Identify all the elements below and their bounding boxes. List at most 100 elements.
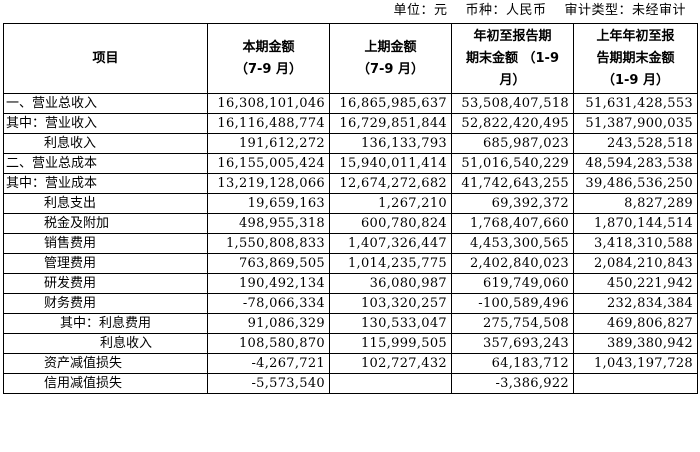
cell-previous-period: 130,533,047 (329, 313, 452, 334)
cell-current-period: 13,219,128,066 (207, 173, 330, 194)
cell-previous-period: 1,014,235,775 (329, 253, 452, 274)
cell-previous-ytd (573, 373, 698, 394)
table-row: 研发费用 190,492,134 36,080,987 619,749,060 450,… (3, 273, 698, 294)
table-row: 利息收入 108,580,870 115,999,505 357,693,243 389… (3, 333, 698, 354)
cell-previous-ytd: 2,084,210,843 (573, 253, 698, 274)
cell-ytd: 357,693,243 (451, 333, 574, 354)
cell-previous-ytd: 3,418,310,588 (573, 233, 698, 254)
cell-current-period: -78,066,334 (207, 293, 330, 314)
table-row: 管理费用 763,869,505 1,014,235,775 2,402,840,02… (3, 253, 698, 274)
cell-current-period: 16,155,005,424 (207, 153, 330, 174)
row-label: 其中：营业收入 (3, 113, 208, 134)
row-label: 管理费用 (3, 253, 208, 274)
cell-ytd: 275,754,508 (451, 313, 574, 334)
table-row: 财务费用 -78,066,334 103,320,257 -100,589,496 23… (3, 293, 698, 314)
cell-ytd: 685,987,023 (451, 133, 574, 154)
cell-previous-ytd: 389,380,942 (573, 333, 698, 354)
cell-previous-ytd: 8,827,289 (573, 193, 698, 214)
cell-previous-ytd: 1,043,197,728 (573, 353, 698, 374)
table-row: 资产减值损失 -4,267,721 102,727,432 64,183,712 1,0… (3, 353, 698, 374)
cell-ytd: 1,768,407,660 (451, 213, 574, 234)
income-statement-table: 项目 本期金额 （7-9 月） 上期金额 （7-9 月） 年初至报告期 期末金额 （1… (3, 23, 698, 394)
cell-current-period: -4,267,721 (207, 353, 330, 374)
row-label: 利息收入 (3, 133, 208, 154)
cell-current-period: 91,086,329 (207, 313, 330, 334)
cell-previous-ytd: 450,221,942 (573, 273, 698, 294)
row-label: 税金及附加 (3, 213, 208, 234)
audit-type-label: 审计类型：未经审计 (564, 3, 686, 18)
table-row: 一、营业总收入 16,308,101,046 16,865,985,637 53,50… (3, 93, 698, 114)
cell-ytd: 41,742,643,255 (451, 173, 574, 194)
report-meta: 单位：元 币种：人民币 审计类型：未经审计 (393, 0, 686, 22)
cell-previous-ytd: 51,631,428,553 (573, 93, 698, 114)
cell-current-period: -5,573,540 (207, 373, 330, 394)
table-row: 其中：利息费用 91,086,329 130,533,047 275,754,508 4… (3, 313, 698, 334)
cell-ytd: 2,402,840,023 (451, 253, 574, 274)
cell-ytd: 619,749,060 (451, 273, 574, 294)
cell-previous-ytd: 1,870,144,514 (573, 213, 698, 234)
row-label: 二、营业总成本 (3, 153, 208, 174)
cell-previous-ytd: 469,806,827 (573, 313, 698, 334)
cell-current-period: 16,308,101,046 (207, 93, 330, 114)
row-label: 研发费用 (3, 273, 208, 294)
table-row: 信用减值损失 -5,573,540 -3,386,922 (3, 373, 698, 394)
cell-previous-ytd: 48,594,283,538 (573, 153, 698, 174)
header-item: 项目 (3, 23, 208, 94)
cell-previous-ytd: 243,528,518 (573, 133, 698, 154)
cell-ytd: 4,453,300,565 (451, 233, 574, 254)
cell-ytd: 52,822,420,495 (451, 113, 574, 134)
table-body: 一、营业总收入 16,308,101,046 16,865,985,637 53,50… (3, 93, 698, 394)
cell-current-period: 108,580,870 (207, 333, 330, 354)
cell-current-period: 1,550,808,833 (207, 233, 330, 254)
cell-previous-period: 1,407,326,447 (329, 233, 452, 254)
header-previous-period: 上期金额 （7-9 月） (329, 23, 452, 94)
table-row: 其中：营业成本 13,219,128,066 12,674,272,682 41,74… (3, 173, 698, 194)
header-previous-ytd: 上年年初至报 告期期末金额 （1-9 月） (573, 23, 698, 94)
table-row: 利息收入 191,612,272 136,133,793 685,987,023 243… (3, 133, 698, 154)
cell-previous-period: 115,999,505 (329, 333, 452, 354)
row-label: 利息收入 (3, 333, 208, 354)
cell-previous-period: 15,940,011,414 (329, 153, 452, 174)
cell-current-period: 763,869,505 (207, 253, 330, 274)
cell-previous-period: 136,133,793 (329, 133, 452, 154)
row-label: 财务费用 (3, 293, 208, 314)
row-label: 其中：营业成本 (3, 173, 208, 194)
cell-previous-period: 12,674,272,682 (329, 173, 452, 194)
cell-previous-period: 36,080,987 (329, 273, 452, 294)
cell-previous-period: 1,267,210 (329, 193, 452, 214)
cell-ytd: 64,183,712 (451, 353, 574, 374)
cell-ytd: 53,508,407,518 (451, 93, 574, 114)
table-row: 二、营业总成本 16,155,005,424 15,940,011,414 51,01… (3, 153, 698, 174)
header-current-period: 本期金额 （7-9 月） (207, 23, 330, 94)
cell-ytd: 51,016,540,229 (451, 153, 574, 174)
cell-current-period: 191,612,272 (207, 133, 330, 154)
cell-current-period: 19,659,163 (207, 193, 330, 214)
cell-previous-ytd: 232,834,384 (573, 293, 698, 314)
cell-previous-ytd: 51,387,900,035 (573, 113, 698, 134)
cell-previous-period: 16,729,851,844 (329, 113, 452, 134)
table-header-row: 项目 本期金额 （7-9 月） 上期金额 （7-9 月） 年初至报告期 期末金额 （1… (3, 23, 698, 94)
cell-previous-period (329, 373, 452, 394)
cell-current-period: 498,955,318 (207, 213, 330, 234)
cell-ytd: -100,589,496 (451, 293, 574, 314)
unit-label: 单位：元 (393, 3, 448, 18)
currency-label: 币种：人民币 (465, 3, 547, 18)
cell-previous-period: 16,865,985,637 (329, 93, 452, 114)
row-label: 销售费用 (3, 233, 208, 254)
cell-current-period: 16,116,488,774 (207, 113, 330, 134)
row-label: 其中：利息费用 (3, 313, 208, 334)
cell-current-period: 190,492,134 (207, 273, 330, 294)
row-label: 一、营业总收入 (3, 93, 208, 114)
cell-previous-ytd: 39,486,536,250 (573, 173, 698, 194)
table-row: 税金及附加 498,955,318 600,780,824 1,768,407,660… (3, 213, 698, 234)
cell-ytd: -3,386,922 (451, 373, 574, 394)
row-label: 利息支出 (3, 193, 208, 214)
cell-previous-period: 600,780,824 (329, 213, 452, 234)
row-label: 信用减值损失 (3, 373, 208, 394)
header-ytd: 年初至报告期 期末金额 （1-9 月） (451, 23, 574, 94)
cell-ytd: 69,392,372 (451, 193, 574, 214)
table-row: 销售费用 1,550,808,833 1,407,326,447 4,453,300,… (3, 233, 698, 254)
table-row: 其中：营业收入 16,116,488,774 16,729,851,844 52,82… (3, 113, 698, 134)
cell-previous-period: 103,320,257 (329, 293, 452, 314)
table-row: 利息支出 19,659,163 1,267,210 69,392,372 8,827,2… (3, 193, 698, 214)
